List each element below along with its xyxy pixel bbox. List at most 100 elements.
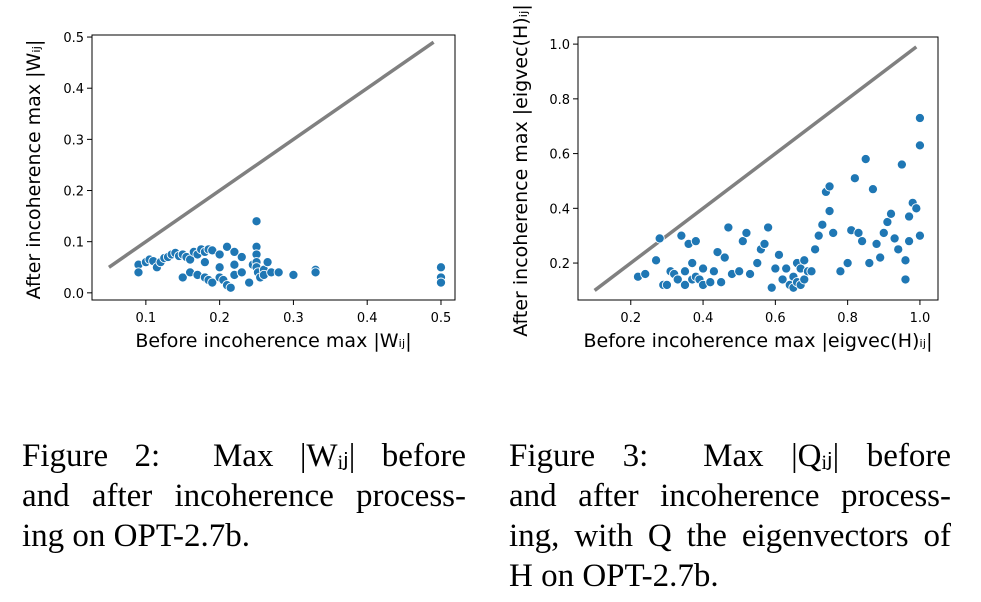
point <box>737 236 748 247</box>
y-axis-label: After incoherence max |Wᵢⱼ| <box>23 40 45 300</box>
point <box>310 267 321 278</box>
point <box>679 279 691 290</box>
point <box>799 274 810 285</box>
x-tick-label: 0.3 <box>283 311 304 326</box>
point <box>914 230 925 241</box>
plot-frame <box>91 34 456 301</box>
point <box>875 252 886 263</box>
point <box>824 181 835 192</box>
point <box>893 244 904 255</box>
x-tick-label: 0.8 <box>837 311 858 326</box>
y-tick-label: 0.0 <box>63 287 84 302</box>
x-tick-label: 0.4 <box>693 311 714 326</box>
y-tick-label: 1.0 <box>549 38 570 53</box>
point <box>878 227 889 239</box>
caption-line: and after incoherence process- <box>22 478 466 514</box>
y-tick-label: 0.4 <box>549 202 570 217</box>
point <box>853 227 864 239</box>
x-tick-label: 0.4 <box>357 311 378 326</box>
point <box>857 236 868 247</box>
point <box>236 251 247 263</box>
point <box>288 269 299 280</box>
point <box>817 219 828 230</box>
caption-line: Figure 2: Max |Wᵢⱼ| before <box>22 438 466 474</box>
caption-line: H on OPT-2.7b. <box>509 558 719 594</box>
point <box>661 279 672 290</box>
caption-line: ing, with Q the eigenvectors of <box>509 518 951 554</box>
point <box>871 238 882 249</box>
reference-line <box>107 40 435 269</box>
point <box>914 140 925 151</box>
x-tick-label: 0.5 <box>431 311 452 326</box>
point <box>229 246 240 257</box>
y-tick-label: 0.5 <box>63 31 84 46</box>
point <box>896 159 907 170</box>
point <box>199 257 210 268</box>
x-tick-label: 0.6 <box>765 311 786 326</box>
point <box>687 258 698 269</box>
point <box>759 238 770 249</box>
point <box>640 268 651 280</box>
x-tick-label: 0.1 <box>136 311 157 326</box>
y-tick-label: 0.6 <box>549 148 570 163</box>
x-tick-label: 0.2 <box>620 311 641 326</box>
point <box>273 267 284 278</box>
point <box>435 262 447 273</box>
point <box>914 112 925 124</box>
point <box>716 277 727 288</box>
point <box>712 247 723 258</box>
point <box>777 274 788 285</box>
point <box>244 277 255 288</box>
point <box>864 258 875 269</box>
point <box>867 184 878 195</box>
point <box>752 258 763 269</box>
point <box>651 255 662 266</box>
point <box>741 227 752 239</box>
caption: Figure 2: Max |Wᵢⱼ| before and after inc… <box>22 436 466 556</box>
point <box>708 266 719 277</box>
point <box>799 255 810 266</box>
caption-line: and after incoherence process- <box>509 478 951 514</box>
point <box>676 230 687 241</box>
point <box>221 241 233 252</box>
y-tick-label: 0.2 <box>63 185 84 200</box>
point <box>251 216 262 227</box>
point <box>236 267 247 278</box>
point <box>262 257 273 268</box>
point <box>744 268 756 280</box>
point <box>810 244 821 255</box>
point <box>911 203 922 214</box>
caption-line: Figure 3: Max |Qᵢⱼ| before <box>509 438 951 474</box>
plot-frame <box>577 36 939 301</box>
point <box>813 230 824 241</box>
point <box>849 173 860 184</box>
point <box>214 249 225 260</box>
point <box>723 222 734 233</box>
point <box>860 154 871 165</box>
y-tick-label: 0.8 <box>549 93 570 108</box>
point <box>824 206 835 217</box>
point <box>719 252 730 263</box>
y-tick-label: 0.1 <box>63 236 84 251</box>
y-tick-label: 0.2 <box>549 257 570 272</box>
x-axis-label: Before incoherence max |eigvec(H)ᵢⱼ| <box>583 330 932 352</box>
point <box>904 236 915 247</box>
point <box>773 249 785 260</box>
point <box>133 267 144 278</box>
figures: 0.1 0.2 0.3 0.4 0.5 0.0 0.1 0.2 0.3 0.4 0.5 Before … <box>23 4 939 352</box>
reference-line <box>593 45 918 292</box>
point <box>835 266 846 277</box>
point <box>842 258 853 269</box>
point <box>214 262 225 273</box>
point <box>806 266 817 277</box>
point <box>900 274 911 285</box>
point <box>435 277 447 288</box>
point <box>229 259 240 270</box>
point <box>766 282 777 293</box>
point <box>698 263 709 274</box>
point <box>828 227 839 239</box>
point <box>734 266 745 277</box>
y-tick-label: 0.4 <box>63 82 84 97</box>
point <box>207 277 218 288</box>
